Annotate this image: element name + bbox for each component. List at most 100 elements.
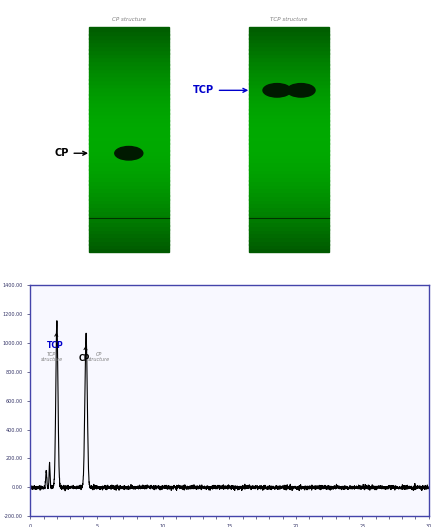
Bar: [89, 83, 169, 87]
Bar: [89, 150, 169, 155]
Bar: [249, 233, 329, 237]
Bar: [89, 154, 169, 159]
Bar: [89, 75, 169, 80]
Bar: [249, 83, 329, 87]
Bar: [249, 188, 329, 192]
Bar: [249, 68, 329, 72]
Text: TCP structure: TCP structure: [270, 17, 308, 22]
Bar: [249, 75, 329, 80]
Bar: [249, 124, 329, 129]
Bar: [249, 128, 329, 132]
Text: CP: CP: [54, 148, 87, 158]
Bar: [249, 154, 329, 159]
Bar: [89, 109, 169, 113]
Bar: [89, 188, 169, 192]
Text: CP structure: CP structure: [112, 17, 146, 22]
Bar: [249, 214, 329, 218]
Bar: [89, 147, 169, 151]
Bar: [89, 94, 169, 99]
Bar: [249, 31, 329, 35]
Bar: [249, 177, 329, 181]
Bar: [89, 184, 169, 189]
Bar: [89, 124, 169, 129]
Bar: [249, 229, 329, 233]
Bar: [89, 158, 169, 162]
Bar: [249, 180, 329, 184]
Bar: [249, 45, 329, 50]
Bar: [89, 38, 169, 42]
Text: CP
structure: CP structure: [88, 352, 110, 363]
Bar: [249, 50, 329, 54]
Bar: [249, 226, 329, 230]
Bar: [89, 91, 169, 95]
Bar: [249, 102, 329, 106]
Bar: [89, 50, 169, 54]
Bar: [249, 132, 329, 136]
Bar: [89, 218, 169, 222]
Bar: [249, 113, 329, 118]
Bar: [89, 57, 169, 61]
Bar: [89, 173, 169, 177]
Bar: [89, 61, 169, 65]
Bar: [89, 45, 169, 50]
Bar: [249, 53, 329, 57]
Ellipse shape: [115, 147, 143, 160]
Bar: [249, 61, 329, 65]
Bar: [89, 27, 169, 31]
Bar: [249, 72, 329, 76]
Bar: [89, 240, 169, 245]
Bar: [89, 72, 169, 76]
Bar: [249, 248, 329, 252]
Bar: [249, 34, 329, 38]
Bar: [249, 139, 329, 143]
Bar: [249, 150, 329, 155]
Ellipse shape: [263, 84, 291, 97]
Bar: [89, 42, 169, 46]
Bar: [89, 105, 169, 110]
Bar: [249, 109, 329, 113]
Text: TCP
structure: TCP structure: [41, 352, 63, 363]
Bar: [249, 57, 329, 61]
Text: CP: CP: [79, 347, 90, 363]
Bar: [89, 244, 169, 248]
Bar: [89, 210, 169, 214]
Bar: [89, 64, 169, 69]
Bar: [249, 105, 329, 110]
Bar: [249, 196, 329, 200]
Bar: [89, 53, 169, 57]
Bar: [89, 180, 169, 184]
Bar: [89, 128, 169, 132]
Bar: [249, 203, 329, 207]
Bar: [249, 87, 329, 91]
Bar: [249, 218, 329, 222]
Bar: [249, 222, 329, 226]
Bar: [249, 135, 329, 140]
Bar: [89, 203, 169, 207]
Bar: [89, 117, 169, 121]
Ellipse shape: [287, 84, 315, 97]
Bar: [89, 222, 169, 226]
Bar: [249, 184, 329, 189]
Bar: [89, 229, 169, 233]
Bar: [249, 117, 329, 121]
Bar: [89, 132, 169, 136]
Bar: [89, 248, 169, 252]
Bar: [89, 192, 169, 196]
Bar: [89, 87, 169, 91]
Bar: [249, 240, 329, 245]
Bar: [249, 98, 329, 102]
Bar: [249, 244, 329, 248]
Bar: [249, 237, 329, 241]
Bar: [249, 27, 329, 31]
Bar: [89, 162, 169, 166]
Bar: [89, 79, 169, 84]
Bar: [249, 121, 329, 125]
Bar: [89, 233, 169, 237]
Bar: [89, 199, 169, 203]
Bar: [89, 177, 169, 181]
Bar: [89, 214, 169, 218]
Text: TCP: TCP: [47, 333, 64, 350]
Bar: [249, 42, 329, 46]
Bar: [89, 135, 169, 140]
Bar: [249, 199, 329, 203]
